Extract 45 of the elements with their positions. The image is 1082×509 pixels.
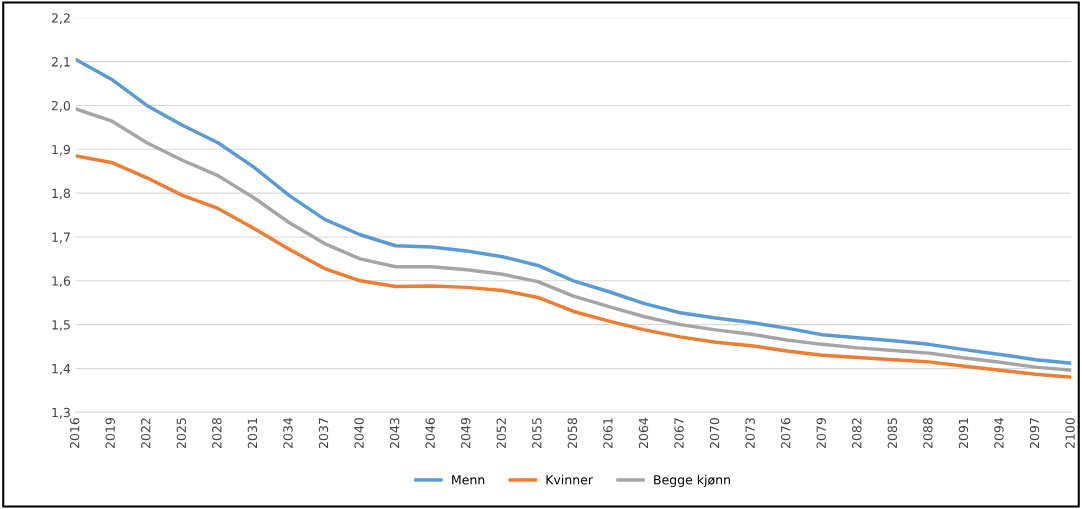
line-series — [75, 107, 1072, 372]
y-tick-label: 2,2 — [51, 13, 70, 25]
x-tick-label: 2055 — [532, 418, 542, 449]
y-tick-label: 1,9 — [52, 144, 70, 156]
x-tick-label: 2031 — [247, 418, 258, 449]
x-tick-label: 2022 — [141, 418, 151, 449]
x-tick-label: 2034 — [283, 417, 293, 449]
x-tick-label: 2091 — [958, 418, 969, 449]
x-tick-label: 2082 — [852, 418, 862, 449]
x-tick-label: 2025 — [176, 418, 187, 449]
y-tick-label: 1,7 — [52, 232, 70, 244]
x-tick-label: 2088 — [923, 418, 933, 449]
x-tick-label: 2061 — [603, 418, 613, 449]
legend-label: Kvinner — [546, 474, 593, 485]
y-tick-label: 1,5 — [52, 320, 70, 331]
x-tick-label: 2085 — [887, 418, 898, 449]
x-tick-label: 2046 — [425, 417, 435, 449]
x-tick-label: 2073 — [745, 418, 755, 449]
y-tick-label: 1,3 — [52, 407, 70, 419]
x-tick-label: 2067 — [674, 418, 684, 449]
legend-label: Begge kjønn — [654, 474, 730, 487]
line-series — [75, 57, 1072, 365]
y-tick-label: 1,8 — [52, 188, 71, 200]
x-tick-label: 2070 — [709, 417, 720, 449]
x-tick-label: 2079 — [816, 418, 826, 449]
x-tick-label: 2094 — [994, 417, 1004, 449]
x-tick-label: 2097 — [1029, 418, 1040, 449]
x-tick-label: 2064 — [638, 417, 649, 449]
x-tick-label: 2019 — [105, 418, 115, 449]
x-tick-label: 2040 — [354, 417, 364, 449]
x-tick-label: 2052 — [496, 418, 506, 449]
y-tick-label: 2,0 — [51, 100, 71, 112]
x-tick-label: 2043 — [389, 418, 400, 449]
x-tick-label: 2058 — [567, 418, 578, 449]
x-tick-label: 2016 — [69, 417, 80, 449]
x-tick-label: 2100 — [1065, 417, 1075, 449]
x-tick-label: 2028 — [212, 418, 222, 449]
y-tick-label: 1,4 — [52, 364, 71, 375]
y-tick-label: 2,1 — [51, 57, 70, 68]
y-tick-label: 1,6 — [52, 276, 71, 287]
x-tick-label: 2049 — [460, 418, 471, 449]
x-tick-label: 2037 — [318, 418, 329, 449]
line-series — [75, 154, 1072, 379]
legend-label: Menn — [452, 475, 485, 485]
x-tick-label: 2076 — [780, 417, 791, 449]
